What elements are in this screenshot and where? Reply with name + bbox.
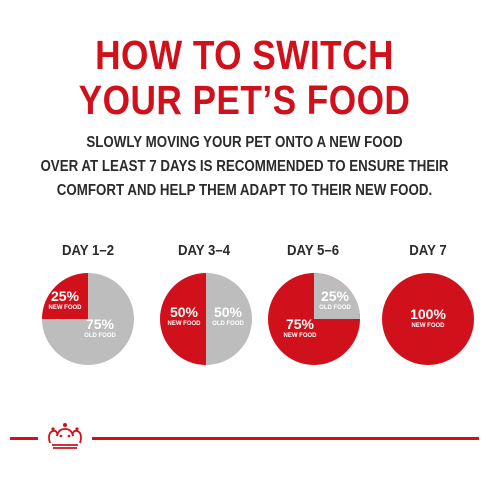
new-food-caption: NEW FOOD	[168, 321, 202, 327]
old-food-slice	[314, 273, 360, 319]
page-title-line-2: YOUR PET’S FOOD	[78, 77, 411, 123]
old-food-percent: 50%	[214, 304, 243, 320]
new-food-caption: NEW FOOD	[49, 305, 83, 311]
old-food-caption: OLD FOOD	[84, 333, 116, 339]
new-food-slice	[382, 273, 474, 365]
pie-chart-day-3-4: 50% NEW FOOD 50% OLD FOOD	[160, 273, 252, 365]
new-food-slice	[42, 273, 88, 319]
intro-text-line-2: OVER AT LEAST 7 DAYS IS RECOMMENDED TO E…	[40, 158, 449, 175]
pie-chart-day-5-6: 25% OLD FOOD 75% NEW FOOD	[268, 273, 360, 365]
footer-rule-right	[92, 437, 479, 440]
crown-icon	[48, 423, 82, 449]
day-label-3: DAY 5–6	[286, 242, 340, 259]
new-food-percent: 75%	[286, 316, 315, 332]
day-label-2: DAY 3–4	[177, 242, 231, 259]
intro-text-line-1: SLOWLY MOVING YOUR PET ONTO A NEW FOOD	[86, 134, 403, 151]
new-food-percent: 25%	[51, 288, 80, 304]
old-food-percent: 75%	[86, 316, 115, 332]
new-food-caption: NEW FOOD	[412, 323, 446, 329]
old-food-caption: OLD FOOD	[212, 321, 244, 327]
intro-text-line-3: COMFORT AND HELP THEM ADAPT TO THEIR NEW…	[56, 182, 433, 199]
new-food-percent: 50%	[170, 304, 199, 320]
new-food-percent: 100%	[410, 306, 446, 322]
pie-chart-day-7: 100% NEW FOOD	[382, 273, 474, 365]
pie-chart-day-1-2: 25% NEW FOOD 75% OLD FOOD	[42, 273, 134, 365]
day-label-4: DAY 7	[409, 242, 447, 259]
old-food-caption: OLD FOOD	[319, 305, 351, 311]
page-title-line-1: HOW TO SWITCH	[95, 32, 394, 78]
new-food-slice	[160, 273, 206, 365]
old-food-percent: 25%	[321, 288, 350, 304]
new-food-caption: NEW FOOD	[284, 333, 318, 339]
footer-rule-left	[10, 437, 38, 440]
day-label-1: DAY 1–2	[61, 242, 115, 259]
